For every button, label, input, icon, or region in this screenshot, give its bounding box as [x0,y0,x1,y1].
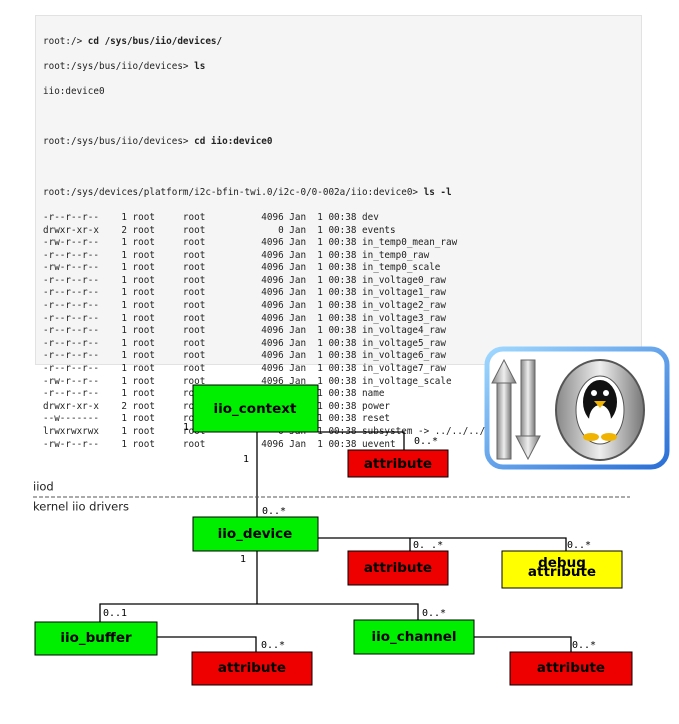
iio-logo [484,346,670,470]
command: ls [194,60,206,72]
listing-row: -r--r--r-- 1 root root 4096 Jan 1 00:38 … [43,350,446,362]
multiplicity: 0..* [261,640,285,651]
listing-row: -rw-r--r-- 1 root root 4096 Jan 1 00:38 … [43,438,396,450]
listing-row: -r--r--r-- 1 root root 4096 Jan 1 00:38 … [43,211,379,223]
multiplicity: 0..* [414,436,438,447]
connectors [33,431,630,652]
node-box [509,651,633,686]
section-label: kernel iio drivers [33,500,129,514]
node-label: iio_device [218,526,293,542]
prompt: root:/sys/devices/platform/i2c-bfin-twi.… [43,186,424,198]
node-label: iio_context [214,401,297,417]
command-line: root:/sys/devices/platform/i2c-bfin-twi.… [43,187,641,200]
prompt: root:/sys/bus/iio/devices> [43,60,195,72]
command: ls -l [423,186,452,198]
node-box [501,550,623,589]
command-line: root:/sys/bus/iio/devices> cd iio:device… [43,136,641,149]
node-label: iio_buffer [60,630,132,646]
listing-row: -r--r--r-- 1 root root 4096 Jan 1 00:38 … [43,249,430,261]
multiplicity: 0..1 [103,608,127,619]
section-label: iiod [33,480,54,494]
node-box [34,621,158,656]
node-label: attribute [218,660,286,676]
listing-row: -rw-r--r-- 1 root root 4096 Jan 1 00:38 … [43,237,458,249]
output-line: iio:device0 [43,85,105,97]
listing-row: -rw-r--r-- 1 root root 4096 Jan 1 00:38 … [43,262,441,274]
listing-row: drwxr-xr-x 2 root root 0 Jan 1 00:38 eve… [43,224,396,236]
multiplicity: 0..* [572,640,596,651]
multiplicity: 1 [240,554,246,565]
node-box [347,449,449,478]
multiplicity: 1 [243,454,249,465]
command: cd /sys/bus/iio/devices/ [87,35,223,47]
multiplicity: 0..* [567,540,591,551]
listing-row: -r--r--r-- 1 root root 4096 Jan 1 00:38 … [43,325,446,337]
command: cd iio:device0 [194,136,273,148]
node-box [192,384,319,433]
listing: -r--r--r-- 1 root root 4096 Jan 1 00:38 … [43,212,641,451]
node-label: attribute [528,564,596,580]
node-label: iio_channel [371,629,456,645]
listing-row: -r--r--r-- 1 root root 4096 Jan 1 00:38 … [43,312,446,324]
command-line: root:/> cd /sys/bus/iio/devices/ [43,36,641,49]
prompt: root:/> [43,35,88,47]
listing-row: -r--r--r-- 1 root root 4096 Jan 1 00:38 … [43,300,446,312]
multiplicity: 0..* [422,608,446,619]
listing-row: -r--r--r-- 1 root root 4096 Jan 1 00:38 … [43,363,446,375]
multiplicity: 0..* [262,506,286,517]
listing-row: -r--r--r-- 1 root root 4096 Jan 1 00:38 … [43,337,446,349]
node-label: debug [538,555,586,571]
listing-row: -r--r--r-- 1 root root 4096 Jan 1 00:38 … [43,274,446,286]
node-box [347,550,449,586]
node-box [353,619,475,655]
listing-row: -r--r--r-- 1 root root 4096 Jan 1 00:38 … [43,287,446,299]
node-label: attribute [364,560,432,576]
node-box [191,651,313,686]
node-box [192,516,319,552]
node-label: attribute [537,660,605,676]
multiplicity: 1 [183,422,189,433]
node-label: attribute [364,456,432,472]
listing-row: -rw-r--r-- 1 root root 4096 Jan 1 00:38 … [43,375,452,387]
multiplicity: 0. .* [413,540,443,551]
command-line: root:/sys/bus/iio/devices> ls [43,61,641,74]
terminal: root:/> cd /sys/bus/iio/devices/ root:/s… [35,15,642,450]
prompt: root:/sys/bus/iio/devices> [43,136,195,148]
